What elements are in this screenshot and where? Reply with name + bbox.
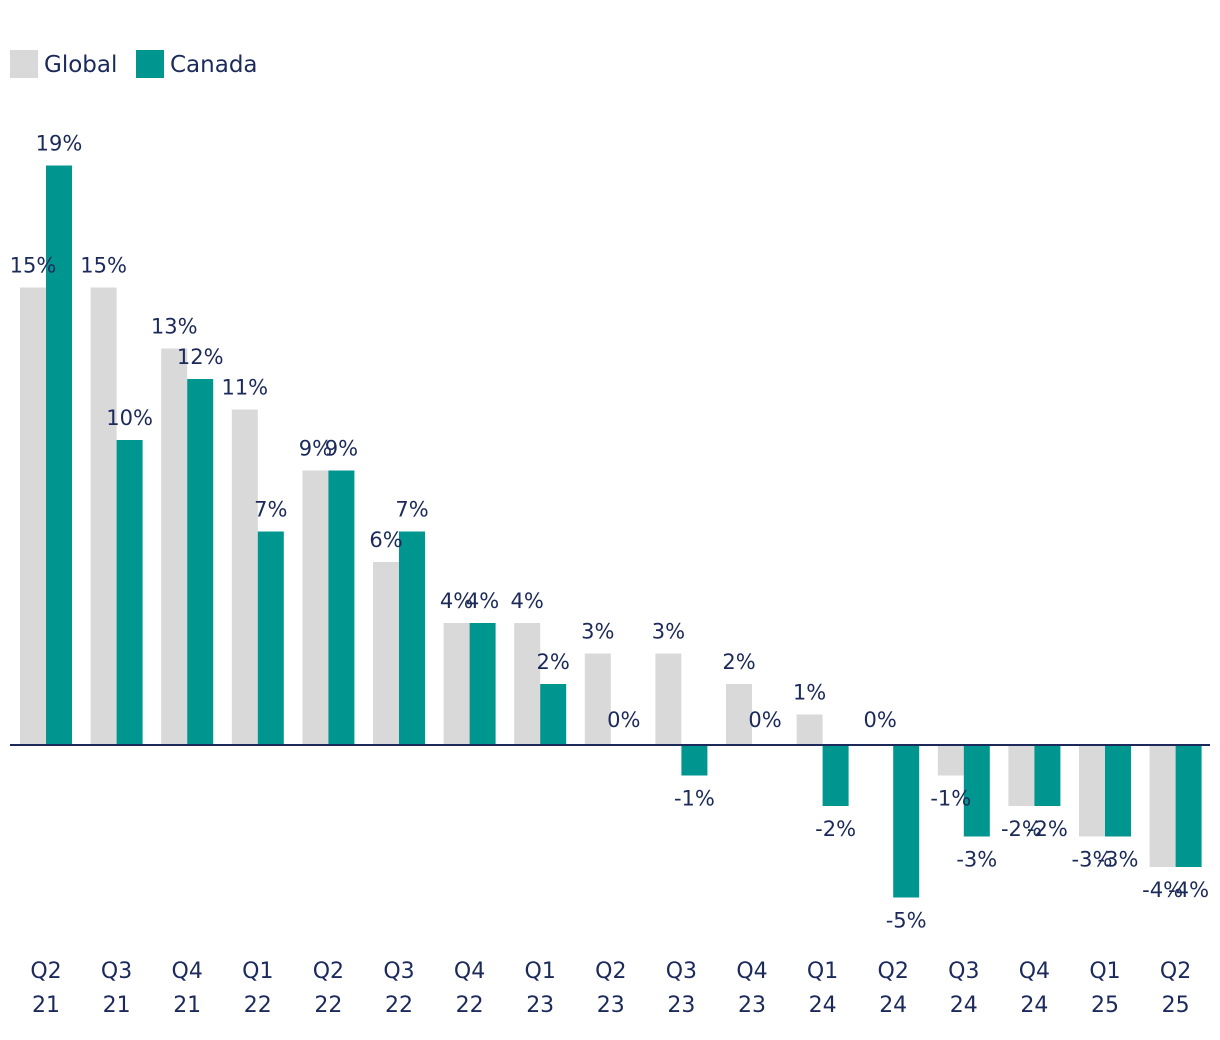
bar-global-q1-23: [514, 623, 541, 745]
legend-swatch-canada: [136, 50, 164, 78]
legend-label-global: Global: [44, 52, 117, 78]
bar-canada-q1-24: [822, 745, 849, 806]
data-label-global-q3-21: 15%: [80, 254, 127, 278]
bar-canada-q4-22: [469, 623, 496, 745]
bar-canada-q3-22: [399, 531, 425, 745]
bar-global-q4-24: [1008, 745, 1035, 806]
data-label-global-q3-22: 6%: [369, 528, 402, 552]
legend: Global Canada: [10, 50, 258, 78]
bar-global-q3-22: [373, 562, 399, 745]
bar-global-q3-21: [90, 287, 117, 745]
bar-canada-q1-22: [257, 531, 284, 745]
tick-label-q2-21: Q2 21: [30, 959, 61, 1018]
data-label-canada-q1-24: -2%: [815, 817, 856, 841]
data-label-canada-q1-25: -3%: [1098, 848, 1139, 872]
bar-canada-q2-25: [1175, 745, 1202, 867]
bar-canada-q1-23: [540, 684, 567, 745]
bar-canada-q2-21: [46, 165, 72, 745]
data-label-global-q1-24: 1%: [793, 681, 826, 705]
tick-label-q2-24: Q2 24: [878, 959, 909, 1018]
bar-canada-q3-21: [116, 440, 143, 745]
data-label-canada-q4-24: -2%: [1027, 817, 1068, 841]
tick-label-q1-25: Q1 25: [1089, 959, 1120, 1018]
data-label-global-q1-25: -3%: [1072, 848, 1113, 872]
bar-global-q2-23: [584, 653, 611, 745]
legend-label-canada: Canada: [170, 52, 258, 78]
data-label-canada-q4-22: 4%: [466, 589, 499, 613]
bar-canada-q1-25: [1105, 745, 1131, 837]
tick-label-q3-22: Q3 22: [383, 959, 414, 1018]
data-label-global-q3-24: -1%: [930, 787, 971, 811]
data-label-global-q4-24: -2%: [1001, 817, 1042, 841]
tick-label-q1-23: Q1 23: [525, 959, 556, 1018]
bar-canada-q3-24: [963, 745, 990, 837]
bar-global-q2-21: [20, 287, 46, 745]
bar-global-q3-24: [937, 745, 964, 776]
tick-label-q1-22: Q1 22: [242, 959, 273, 1018]
tick-label-q3-23: Q3 23: [666, 959, 697, 1018]
data-label-global-q1-22: 11%: [221, 376, 268, 400]
tick-label-q3-21: Q3 21: [101, 959, 132, 1018]
data-label-global-q2-21: 15%: [10, 254, 57, 278]
bar-canada-q4-21: [187, 379, 214, 745]
tick-label-q4-23: Q4 23: [736, 959, 767, 1018]
bar-global-q1-22: [231, 409, 258, 745]
bar-global-q4-23: [726, 684, 752, 745]
bars: [20, 165, 1202, 898]
legend-swatch-global: [10, 50, 38, 78]
data-label-canada-q3-23: -1%: [674, 787, 715, 811]
data-label-canada-q4-21: 12%: [177, 345, 224, 369]
data-label-global-q2-22: 9%: [299, 437, 332, 461]
data-label-canada-q1-23: 2%: [537, 650, 570, 674]
bar-global-q3-23: [655, 653, 682, 745]
data-label-canada-q2-22: 9%: [325, 437, 358, 461]
data-label-canada-q2-24: -5%: [886, 909, 927, 933]
tick-label-q2-22: Q2 22: [313, 959, 344, 1018]
tick-label-q4-22: Q4 22: [454, 959, 485, 1018]
bar-global-q4-22: [443, 623, 470, 745]
data-label-canada-q2-25: -4%: [1168, 878, 1209, 902]
data-label-canada-q3-21: 10%: [106, 406, 153, 430]
x-axis-tick-labels: Q2 21 Q3 21 Q4 21 Q1 22 Q2 22 Q3 22 Q4 22 Q1 23 Q2 23 Q3 23…: [30, 959, 1191, 1018]
bar-global-q1-24: [796, 714, 823, 745]
data-label-canada-q1-22: 7%: [254, 498, 287, 522]
data-label-canada-q3-22: 7%: [395, 498, 428, 522]
bar-canada-q3-23: [681, 745, 708, 776]
bar-global-q2-22: [302, 470, 329, 745]
tick-label-q2-25: Q2 25: [1160, 959, 1191, 1018]
data-label-global-q4-23: 2%: [722, 650, 755, 674]
data-label-global-q2-23: 3%: [581, 620, 614, 644]
tick-label-q1-24: Q1 24: [807, 959, 838, 1018]
tick-label-q4-21: Q4 21: [172, 959, 203, 1018]
bar-global-q2-25: [1149, 745, 1176, 867]
data-label-global-q4-22: 4%: [440, 589, 473, 613]
tick-label-q4-24: Q4 24: [1019, 959, 1050, 1018]
data-label-global-q3-23: 3%: [652, 620, 685, 644]
data-label-canada-q2-21: 19%: [36, 132, 83, 156]
bar-canada-q2-24: [893, 745, 920, 898]
data-label-global-q1-23: 4%: [511, 589, 544, 613]
data-label-canada-q3-24: -3%: [956, 848, 997, 872]
tick-label-q2-23: Q2 23: [595, 959, 626, 1018]
value-labels: 15%19%15%10%13%12%11%7%9%9%6%7%4%4% 4%2%3…: [10, 132, 1209, 933]
data-label-canada-q4-23: 0%: [748, 708, 781, 732]
data-label-global-q2-25: -4%: [1142, 878, 1183, 902]
bar-canada-q2-22: [328, 470, 355, 745]
data-label-global-q2-24: 0%: [864, 708, 897, 732]
bar-global-q4-21: [161, 348, 188, 745]
bar-global-q1-25: [1079, 745, 1105, 837]
data-label-canada-q2-23: 0%: [607, 708, 640, 732]
bar-canada-q4-24: [1034, 745, 1061, 806]
tick-label-q3-24: Q3 24: [948, 959, 979, 1018]
data-label-global-q4-21: 13%: [151, 315, 198, 339]
